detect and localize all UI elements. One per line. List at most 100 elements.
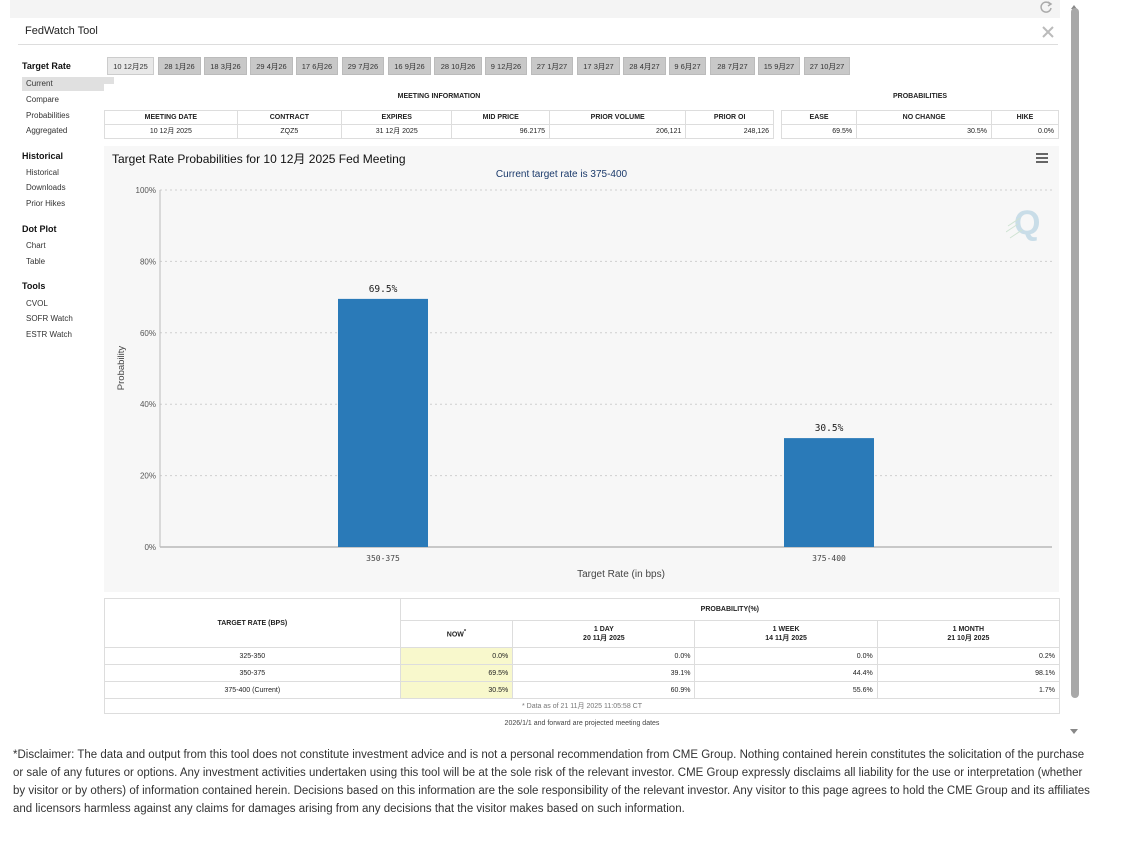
month-cell: 98.1% [876,664,1061,682]
sidebar-item-chart[interactable]: Chart [26,241,46,250]
day-cell: 60.9% [512,681,696,699]
scroll-down-icon[interactable] [1069,728,1079,736]
y-tick-label: 20% [140,472,156,481]
y-tick-label: 100% [136,186,156,195]
sidebar-heading-tools: Tools [22,281,46,291]
tab-meeting[interactable]: 27 10月27 [804,57,850,75]
sidebar-item-estr-watch[interactable]: ESTR Watch [26,330,72,339]
sidebar-item-current[interactable]: Current [22,77,114,91]
table-row: 69.5% 30.5% 0.0% [780,123,1060,139]
sidebar-item-prior-hikes[interactable]: Prior Hikes [26,199,66,208]
y-tick-label: 0% [144,543,156,552]
now-cell: 0.0% [399,647,514,665]
sidebar-item-compare[interactable]: Compare [26,95,59,104]
data-label: 30.5% [815,423,844,434]
close-icon[interactable] [1040,24,1056,40]
one-week-header: 1 WEEK 14 11月 2025 [694,620,878,648]
sidebar-item-downloads[interactable]: Downloads [26,183,66,192]
table-row: 325-350 0.0% 0.0% 0.0% 0.2% [104,647,1061,665]
y-tick-label: 80% [140,257,156,266]
app-title: FedWatch Tool [25,25,98,37]
chart-panel [104,146,1059,592]
q-logo-icon: Q [1006,204,1040,242]
tab-meeting[interactable]: 28 1月26 [158,57,201,75]
sidebar-item-probabilities[interactable]: Probabilities [26,111,70,120]
probability-header: PROBABILITY(%) [399,598,1061,621]
top-strip [10,0,1060,18]
tab-meeting[interactable]: 16 9月26 [388,57,431,75]
x-tick-label: 375-400 [812,554,846,563]
target-rate-table: TARGET RATE (BPS) PROBABILITY(%) NOW* 1 … [104,598,1061,714]
month-cell: 1.7% [876,681,1061,699]
projection-note: 2026/1/1 and forward are projected meeti… [504,720,660,727]
table-row: 10 12月 2025 ZQZ5 31 12月 2025 96.2175 206… [104,123,774,139]
meeting-info-table: MEETING INFORMATION MEETING DATE CONTRAC… [104,84,774,139]
week-cell: 0.0% [694,647,878,665]
day-cell: 39.1% [512,664,696,682]
tab-meeting[interactable]: 27 1月27 [531,57,573,75]
rate-cell: 325-350 [104,647,401,665]
table-row: 375-400 (Current) 30.5% 60.9% 55.6% 1.7% [104,681,1061,699]
week-cell: 44.4% [694,664,878,682]
tab-meeting[interactable]: 17 3月27 [577,57,620,75]
data-label: 69.5% [369,284,398,295]
sidebar-item-sofr-watch[interactable]: SOFR Watch [26,314,73,323]
bar [338,298,428,547]
tab-meeting[interactable]: 17 6月26 [296,57,338,75]
tab-meeting[interactable]: 9 12月26 [485,57,527,75]
data-timestamp: * Data as of 21 11月 2025 11:05:58 CT [104,698,1060,714]
rate-cell: 375-400 (Current) [104,681,401,699]
disclaimer: *Disclaimer: The data and output from th… [13,749,1090,815]
sidebar-heading-target-rate: Target Rate [22,61,71,71]
x-axis-label: Target Rate (in bps) [577,569,665,580]
week-cell: 55.6% [694,681,878,699]
meeting-info-heading: MEETING INFORMATION [104,84,774,111]
y-tick-label: 60% [140,329,156,338]
table-cell: 31 12月 2025 [341,123,453,139]
tab-meeting[interactable]: 15 9月27 [758,57,800,75]
tab-meeting[interactable]: 28 7月27 [710,57,755,75]
tab-meeting[interactable]: 28 10月26 [434,57,482,75]
tab-meeting[interactable]: 29 7月26 [342,57,384,75]
title-divider [18,44,1058,45]
tab-meeting[interactable]: 29 4月26 [250,57,293,75]
target-rate-header: TARGET RATE (BPS) [104,598,401,648]
tab-meeting[interactable]: 18 3月26 [204,57,247,75]
table-cell: 0.0% [990,123,1060,139]
sidebar-item-table[interactable]: Table [26,257,46,266]
table-cell: 10 12月 2025 [104,123,238,139]
probabilities-table: PROBABILITIES EASE NO CHANGE HIKE 69.5% … [780,84,1060,139]
table-cell: 248,126 [685,123,774,139]
table-cell: 206,121 [549,123,687,139]
chart-subtitle: Current target rate is 375-400 [495,169,628,180]
scrollbar-thumb[interactable] [1071,8,1079,698]
x-tick-label: 350-375 [366,554,400,563]
refresh-icon[interactable] [1038,0,1054,14]
y-tick-label: 40% [140,400,156,409]
sidebar-heading-historical: Historical [22,151,64,161]
tab-meeting[interactable]: 28 4月27 [623,57,666,75]
rate-cell: 350-375 [104,664,401,682]
table-row: 350-375 69.5% 39.1% 44.4% 98.1% [104,664,1061,682]
one-day-header: 1 DAY 20 11月 2025 [512,620,696,648]
tab-meeting[interactable]: 10 12月25 [107,57,154,75]
table-cell: ZQZ5 [236,123,343,139]
bar [784,438,874,547]
table-cell: 96.2175 [451,123,551,139]
one-month-header: 1 MONTH 21 10月 2025 [876,620,1061,648]
sidebar-heading-dot-plot: Dot Plot [22,224,57,234]
svg-text:Q: Q [1014,204,1040,242]
sidebar-item-cvol[interactable]: CVOL [26,299,48,308]
now-header: NOW* [399,620,514,648]
tab-meeting[interactable]: 9 6月27 [669,57,706,75]
day-cell: 0.0% [512,647,696,665]
sidebar-item-aggregated[interactable]: Aggregated [26,126,68,135]
month-cell: 0.2% [876,647,1061,665]
chart-title: Target Rate Probabilities for 10 12月 202… [112,152,406,166]
now-cell: 69.5% [399,664,514,682]
table-cell: 69.5% [780,123,858,139]
sidebar-item-historical[interactable]: Historical [26,168,59,177]
y-axis-label: Probability [116,346,127,391]
menu-icon[interactable] [1035,152,1049,164]
